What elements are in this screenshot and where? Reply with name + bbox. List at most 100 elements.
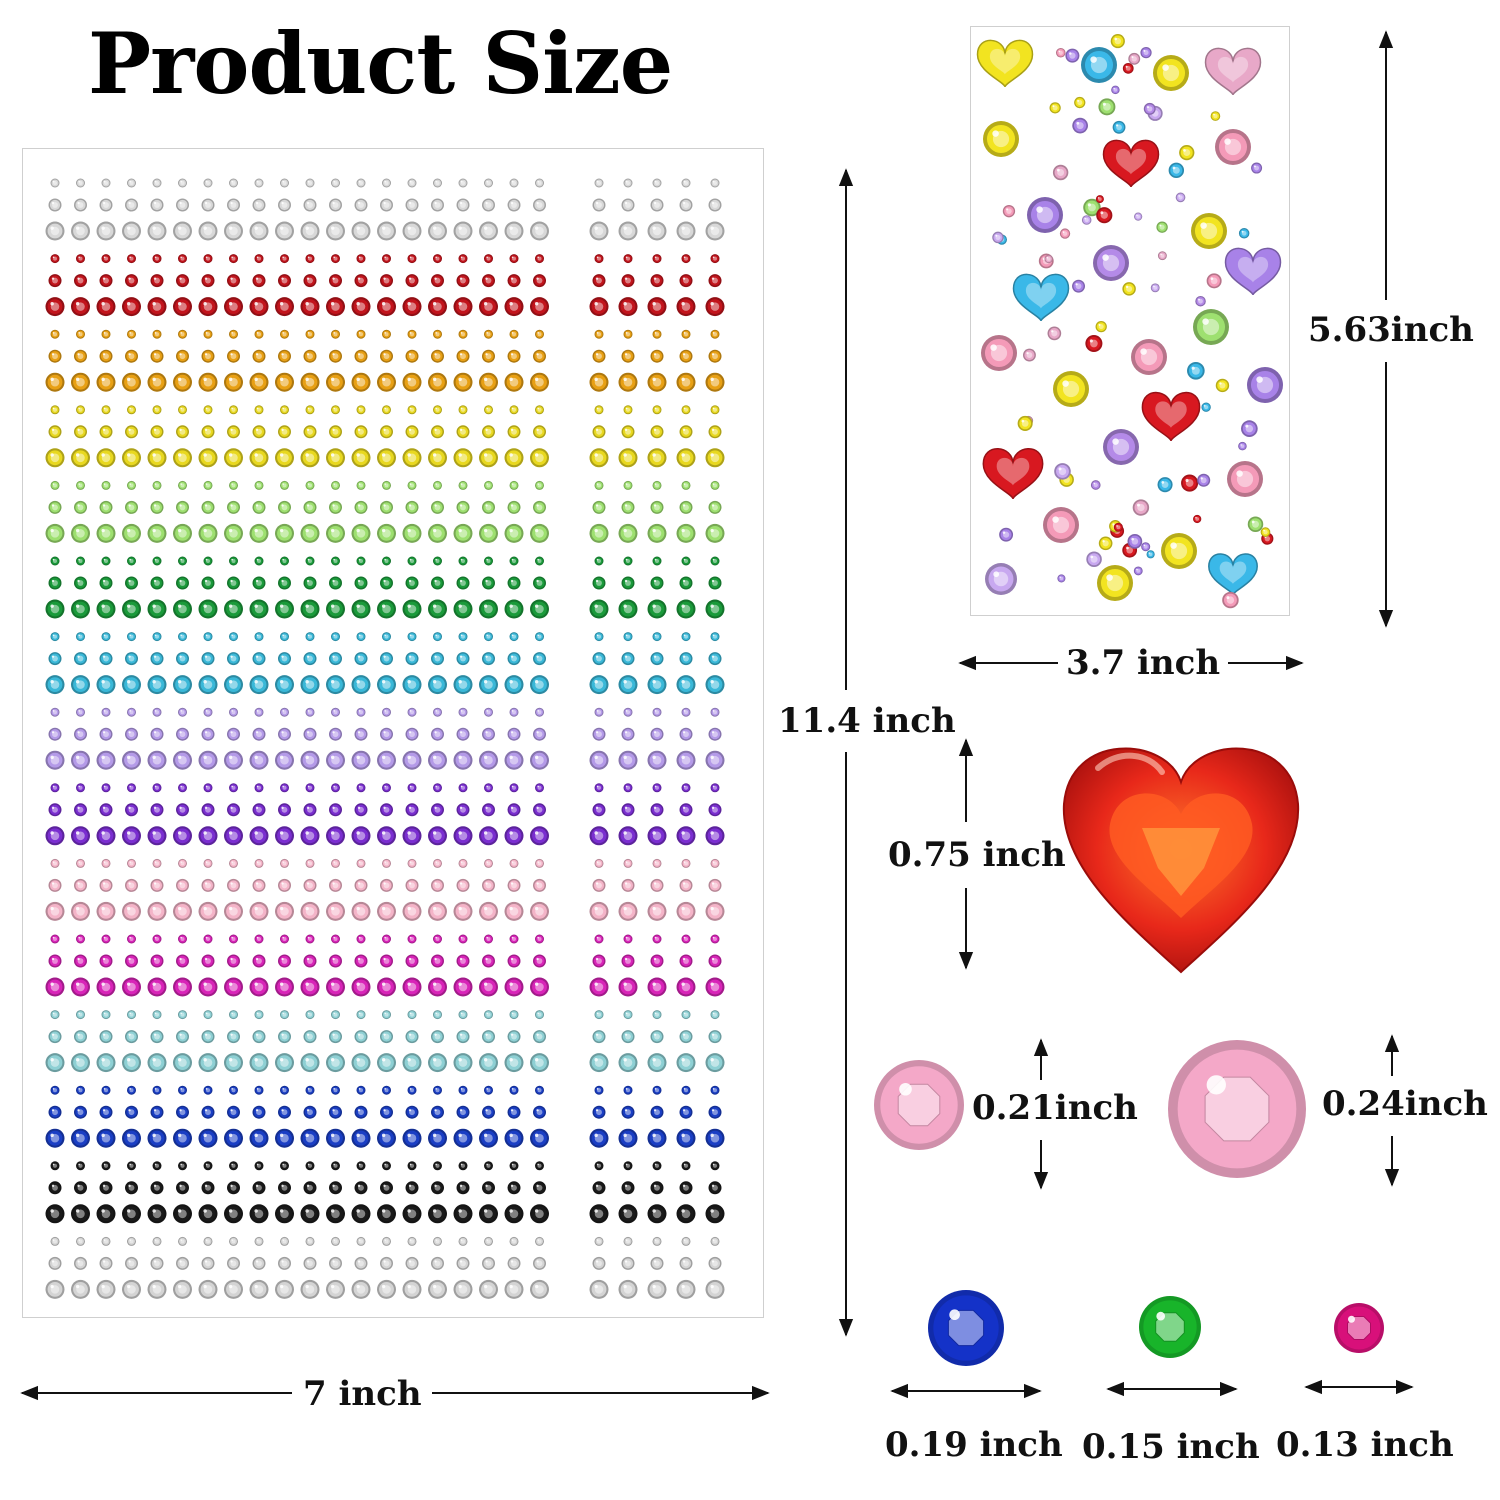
sheet-rhinestone xyxy=(618,675,638,695)
sticker-heart-gem xyxy=(1224,247,1282,296)
sheet-rhinestone xyxy=(329,1181,342,1195)
sheet-rhinestone xyxy=(535,1161,544,1171)
sheet-rhinestone xyxy=(74,1256,87,1270)
sheet-rhinestone xyxy=(125,274,138,288)
sheet-rhinestone xyxy=(380,1030,393,1044)
sheet-rhinestone xyxy=(278,1030,291,1044)
sheet-rhinestone xyxy=(453,448,473,468)
sheet-rhinestone xyxy=(71,448,90,468)
sheet-rhinestone xyxy=(507,803,521,817)
sheet-rhinestone xyxy=(618,1204,638,1224)
sheet-rhinestone xyxy=(621,1105,635,1119)
sheet-rhinestone xyxy=(101,783,111,793)
sheet-rhinestone xyxy=(479,675,498,695)
sheet-rhinestone xyxy=(125,500,138,514)
sheet-rhinestone xyxy=(623,329,633,339)
sheet-rhinestone xyxy=(76,1161,85,1171)
sheet-rhinestone xyxy=(535,934,544,944)
sheet-rhinestone xyxy=(173,1279,192,1299)
sheet-rhinestone xyxy=(152,254,162,264)
sheet-rhinestone xyxy=(71,901,90,921)
sheet-rhinestone xyxy=(152,1161,162,1171)
sheet-rhinestone xyxy=(122,750,141,770)
sheet-rhinestone xyxy=(652,405,662,415)
sheet-rhinestone xyxy=(74,500,87,514)
sheet-rhinestone xyxy=(254,1010,264,1020)
sheet-rhinestone xyxy=(509,783,519,793)
sheet-rhinestone xyxy=(303,1256,317,1270)
sheet-rhinestone xyxy=(303,954,317,968)
sheet-rhinestone xyxy=(48,1256,62,1270)
sheet-rhinestone xyxy=(331,480,340,490)
sheet-rhinestone xyxy=(280,480,289,490)
sheet-rhinestone xyxy=(305,254,315,264)
sheet-rhinestone xyxy=(275,977,294,997)
sheet-rhinestone xyxy=(428,297,447,317)
sheet-rhinestone xyxy=(504,523,524,543)
sheet-rhinestone xyxy=(650,425,664,439)
sheet-rhinestone xyxy=(254,858,264,868)
sheet-rhinestone xyxy=(303,425,317,439)
sheet-rhinestone xyxy=(380,1105,393,1119)
sheet-rhinestone xyxy=(176,425,189,439)
sheet-rhinestone xyxy=(329,1105,342,1119)
sheet-rhinestone xyxy=(76,480,85,490)
sheet-rhinestone xyxy=(507,652,521,666)
sheet-rhinestone xyxy=(99,576,113,590)
sheet-rhinestone xyxy=(431,803,444,817)
sheet-rhinestone xyxy=(224,901,243,921)
sheet-rhinestone xyxy=(201,878,215,892)
sheet-rhinestone xyxy=(708,274,722,288)
sheet-rhinestone xyxy=(150,1030,164,1044)
sheet-rhinestone xyxy=(618,599,638,619)
sheet-rhinestone xyxy=(74,727,87,741)
blue-gem-facets xyxy=(928,1290,1004,1366)
sheet-rhinestone xyxy=(509,1085,519,1095)
sheet-rhinestone xyxy=(453,1204,473,1224)
sticker-gem xyxy=(1134,212,1143,221)
sheet-rhinestone xyxy=(676,448,696,468)
sheet-rhinestone xyxy=(178,934,187,944)
sheet-rhinestone xyxy=(300,221,320,241)
sheet-rhinestone xyxy=(150,425,164,439)
sticker-gem xyxy=(983,121,1019,157)
sheet-rhinestone xyxy=(305,178,315,188)
sheet-rhinestone xyxy=(479,750,498,770)
sheet-rhinestone xyxy=(458,480,468,490)
sheet-rhinestone xyxy=(405,954,419,968)
sheet-rhinestone xyxy=(482,198,495,212)
sheet-rhinestone xyxy=(198,297,218,317)
sheet-rhinestone xyxy=(303,878,317,892)
sheet-rhinestone xyxy=(453,297,473,317)
sheet-rhinestone xyxy=(592,1181,606,1195)
sheet-rhinestone xyxy=(71,750,90,770)
sticker-heart-gem xyxy=(976,39,1034,88)
sheet-rhinestone xyxy=(433,480,442,490)
sheet-rhinestone xyxy=(275,826,294,846)
sheet-rhinestone xyxy=(249,523,269,543)
sheet-rhinestone xyxy=(484,1161,493,1171)
sheet-rhinestone xyxy=(249,372,269,392)
sheet-rhinestone xyxy=(407,405,417,415)
sheet-rhinestone xyxy=(176,1105,189,1119)
sheet-rhinestone xyxy=(618,901,638,921)
sheet-rhinestone xyxy=(621,727,635,741)
sticker-gem xyxy=(1083,198,1101,217)
sheet-rhinestone xyxy=(594,1161,604,1171)
sheet-rhinestone xyxy=(254,178,264,188)
sheet-rhinestone xyxy=(431,1105,444,1119)
sheet-rhinestone xyxy=(50,556,60,566)
sheet-rhinestone xyxy=(482,425,495,439)
sheet-rhinestone xyxy=(147,901,167,921)
sheet-rhinestone xyxy=(71,297,90,317)
sheet-rhinestone xyxy=(99,803,113,817)
sheet-rhinestone xyxy=(681,405,691,415)
sheet-rhinestone xyxy=(176,727,189,741)
sheet-rhinestone xyxy=(278,652,291,666)
sheet-rhinestone xyxy=(99,1256,113,1270)
sheet-rhinestone xyxy=(482,500,495,514)
sheet-rhinestone xyxy=(431,349,444,363)
sheet-rhinestone xyxy=(224,1128,243,1148)
sticker-gem xyxy=(1085,334,1103,353)
sheet-rhinestone xyxy=(122,977,141,997)
